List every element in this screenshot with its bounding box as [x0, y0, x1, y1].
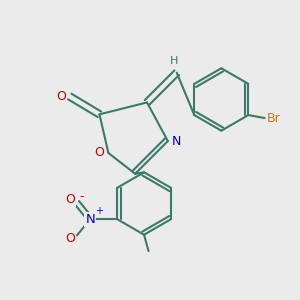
- Text: O: O: [65, 193, 75, 206]
- Text: Br: Br: [267, 112, 280, 124]
- Text: H: H: [169, 56, 178, 66]
- Text: +: +: [94, 206, 103, 216]
- Text: O: O: [65, 232, 75, 245]
- Text: -: -: [79, 190, 84, 203]
- Text: N: N: [85, 213, 95, 226]
- Text: N: N: [172, 135, 181, 148]
- Text: O: O: [56, 90, 66, 103]
- Text: O: O: [94, 146, 104, 160]
